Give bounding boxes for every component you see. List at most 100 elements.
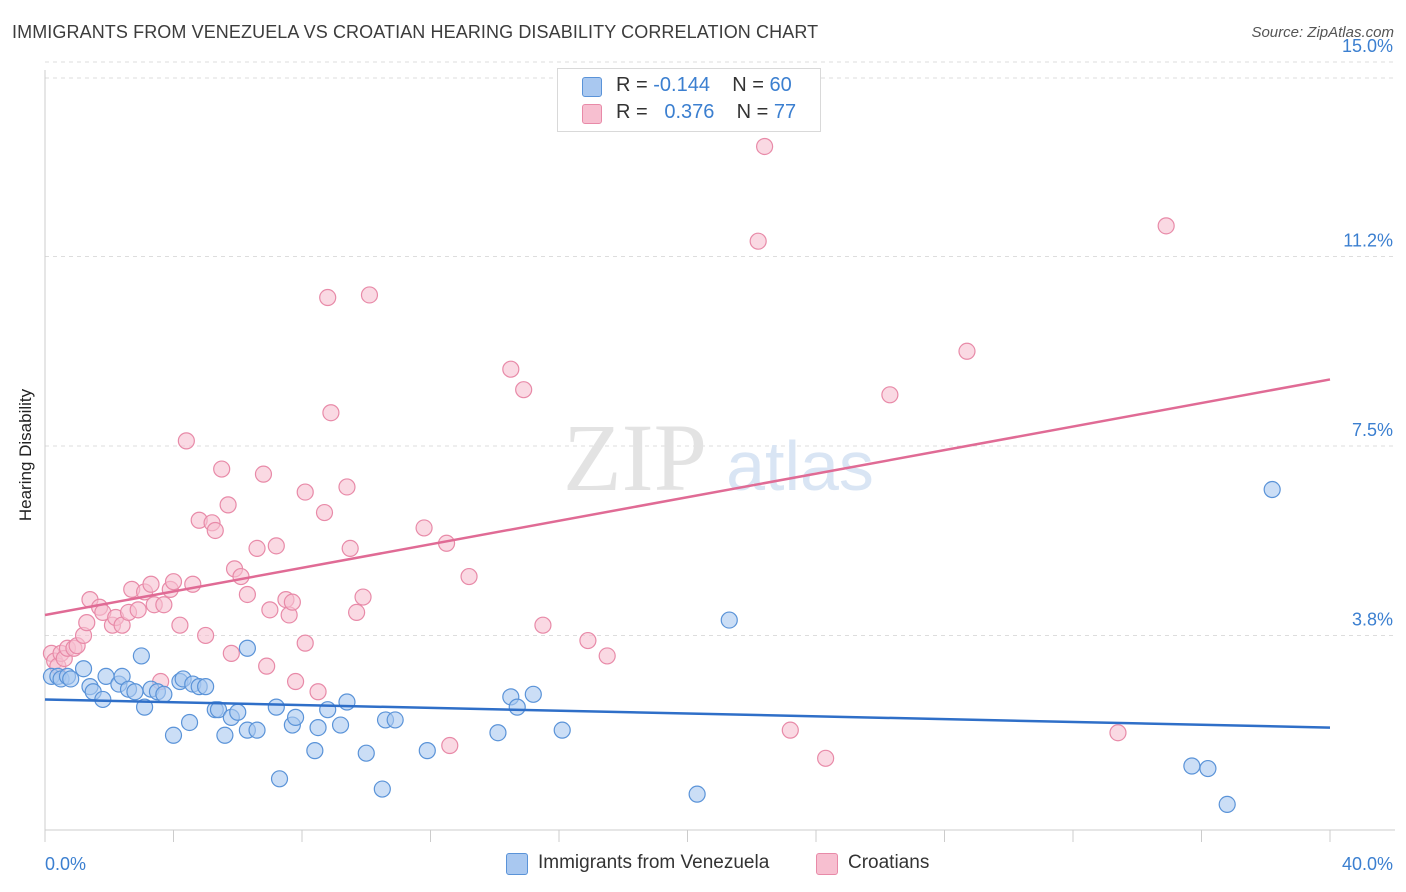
chart-title: IMMIGRANTS FROM VENEZUELA VS CROATIAN HE…	[12, 22, 819, 42]
venezuela-point	[306, 742, 324, 760]
croatian-point	[441, 736, 459, 755]
watermark: ZIP atlas	[563, 404, 874, 511]
venezuela-point	[126, 683, 144, 701]
venezuela-point	[180, 713, 199, 732]
venezuela-point	[216, 726, 234, 744]
legend-r-value: 0.376	[664, 101, 715, 123]
legend-n-label: N =	[732, 74, 764, 96]
watermark-zip: ZIP	[563, 404, 707, 511]
bottom-legend-label-croatian: Croatians	[848, 852, 930, 873]
croatian-point	[515, 381, 533, 399]
x-tick-labels: 0.0% 40.0%	[45, 854, 1393, 874]
grid-lines	[45, 61, 1395, 636]
y-tick-label: 3.8%	[1352, 609, 1393, 629]
croatian-point	[238, 585, 256, 604]
x-tick-label-min: 0.0%	[45, 854, 86, 874]
croatian-trend-line	[44, 378, 1331, 617]
croatian-point	[222, 644, 240, 662]
venezuela-point	[688, 785, 706, 803]
croatian-point	[177, 432, 195, 450]
venezuela-point	[331, 716, 350, 734]
venezuela-point	[197, 678, 215, 696]
legend-n-value: 60	[769, 74, 792, 96]
venezuela-point	[248, 721, 266, 739]
venezuela-point	[338, 693, 356, 711]
y-tick-labels: 3.8% 7.5% 11.2% 15.0%	[1342, 36, 1393, 629]
venezuela-point	[62, 670, 80, 688]
axes	[44, 70, 1395, 831]
croatian-point	[460, 567, 478, 586]
venezuela-point	[1183, 757, 1201, 775]
stats-legend: R = -0.144 N = 60 R = 0.376 N = 77	[557, 68, 821, 132]
croatian-point	[534, 616, 552, 634]
bottom-legend-swatch-croatian	[816, 853, 838, 875]
venezuela-point	[553, 721, 571, 739]
venezuela-point	[508, 698, 526, 716]
venezuela-point	[524, 685, 542, 703]
venezuela-point	[270, 770, 289, 788]
croatian-point	[164, 573, 183, 591]
croatian-point	[261, 601, 279, 619]
croatian-points	[42, 137, 1175, 767]
venezuela-point	[418, 742, 436, 760]
croatian-point	[781, 721, 799, 739]
y-tick-label: 7.5%	[1352, 420, 1393, 440]
x-tick-label-max: 40.0%	[1342, 854, 1393, 874]
croatian-point	[338, 478, 356, 496]
croatian-point	[286, 672, 305, 691]
legend-n-value: 77	[773, 101, 797, 123]
venezuela-point	[319, 701, 337, 719]
croatian-point	[296, 483, 314, 501]
croatian-point	[267, 537, 285, 555]
legend-n-label: N =	[736, 101, 769, 123]
venezuela-point	[386, 711, 404, 729]
croatian-point	[309, 683, 327, 701]
croatian-point	[206, 521, 224, 540]
venezuela-point	[357, 744, 375, 762]
croatian-point	[817, 749, 835, 767]
croatian-point	[155, 596, 173, 614]
venezuela-point	[489, 724, 507, 742]
croatian-point	[142, 575, 160, 593]
croatian-point	[319, 288, 337, 307]
croatian-point	[1109, 724, 1127, 742]
croatian-point	[315, 503, 334, 522]
venezuela-point	[286, 708, 305, 726]
legend-swatch-venezuela	[582, 77, 602, 97]
croatian-point	[283, 593, 301, 611]
venezuela-point	[135, 698, 154, 716]
croatian-point	[360, 286, 379, 304]
bottom-legend-swatch-venezuela	[506, 853, 528, 875]
chart-source: Source: ZipAtlas.com	[1251, 24, 1394, 41]
x-tick-marks	[44, 830, 1331, 842]
venezuela-point	[267, 698, 285, 716]
croatian-point	[1157, 217, 1175, 235]
croatian-point	[197, 626, 215, 645]
croatian-point	[129, 601, 147, 619]
venezuela-point	[1199, 759, 1217, 778]
croatian-point	[881, 386, 899, 404]
croatian-point	[213, 460, 231, 478]
croatian-point	[219, 496, 237, 514]
croatian-point	[755, 137, 774, 156]
croatian-point	[322, 404, 340, 422]
croatian-point	[232, 567, 250, 586]
legend-r-label: R =	[616, 74, 648, 96]
venezuela-point	[132, 647, 150, 665]
venezuela-point	[238, 639, 256, 657]
croatian-point	[254, 465, 273, 483]
watermark-atlas: atlas	[726, 427, 874, 505]
venezuela-point	[155, 685, 173, 703]
croatian-point	[958, 342, 976, 360]
venezuela-point	[373, 780, 391, 798]
venezuela-point	[209, 701, 228, 719]
croatian-point	[348, 603, 366, 622]
croatian-point	[296, 634, 314, 652]
trend-lines	[44, 378, 1331, 729]
croatian-point	[171, 616, 189, 634]
croatian-point	[598, 647, 616, 665]
venezuela-points	[42, 480, 1281, 814]
croatian-point	[579, 631, 597, 650]
venezuela-point	[1218, 795, 1236, 814]
